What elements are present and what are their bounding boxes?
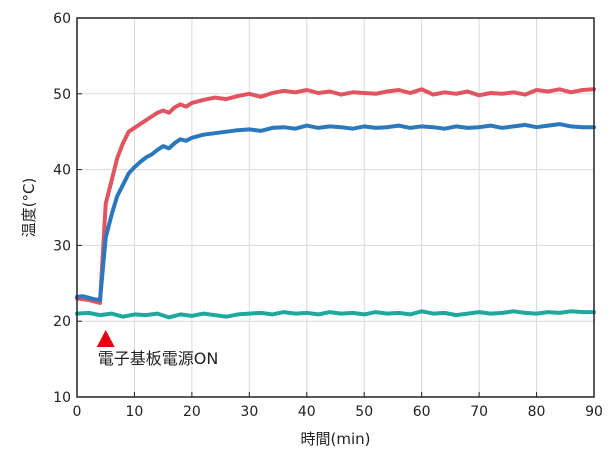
x-axis-title: 時間(min) <box>301 430 371 448</box>
power-on-marker <box>96 330 115 347</box>
x-tick-label: 10 <box>126 404 144 420</box>
y-tick-label: 10 <box>53 390 71 406</box>
x-tick-label: 70 <box>470 404 488 420</box>
series-lines <box>75 87 596 320</box>
x-tick-label: 40 <box>298 404 316 420</box>
x-tick-label: 30 <box>240 404 258 420</box>
y-tick-label: 40 <box>53 163 71 179</box>
series-line-3 <box>75 309 596 320</box>
power-on-label: 電子基板電源ON <box>98 349 219 368</box>
x-tick-label: 50 <box>355 404 373 420</box>
y-tick-label: 30 <box>53 238 71 254</box>
y-tick-label: 60 <box>53 11 71 27</box>
power-on-annotation: 電子基板電源ON <box>96 330 219 368</box>
x-tick-label: 90 <box>585 404 603 420</box>
x-tick-label: 60 <box>413 404 431 420</box>
plot-frame <box>76 17 595 398</box>
y-tick-label: 20 <box>53 314 71 330</box>
x-tick-label: 20 <box>183 404 201 420</box>
x-tick-label: 0 <box>73 404 82 420</box>
y-axis-title: 温度(°C) <box>20 178 38 238</box>
x-tick-label: 80 <box>528 404 546 420</box>
series-line-2 <box>75 122 596 302</box>
y-tick-label: 50 <box>53 87 71 103</box>
grid-lines <box>77 18 594 397</box>
series-line-1 <box>75 87 596 305</box>
